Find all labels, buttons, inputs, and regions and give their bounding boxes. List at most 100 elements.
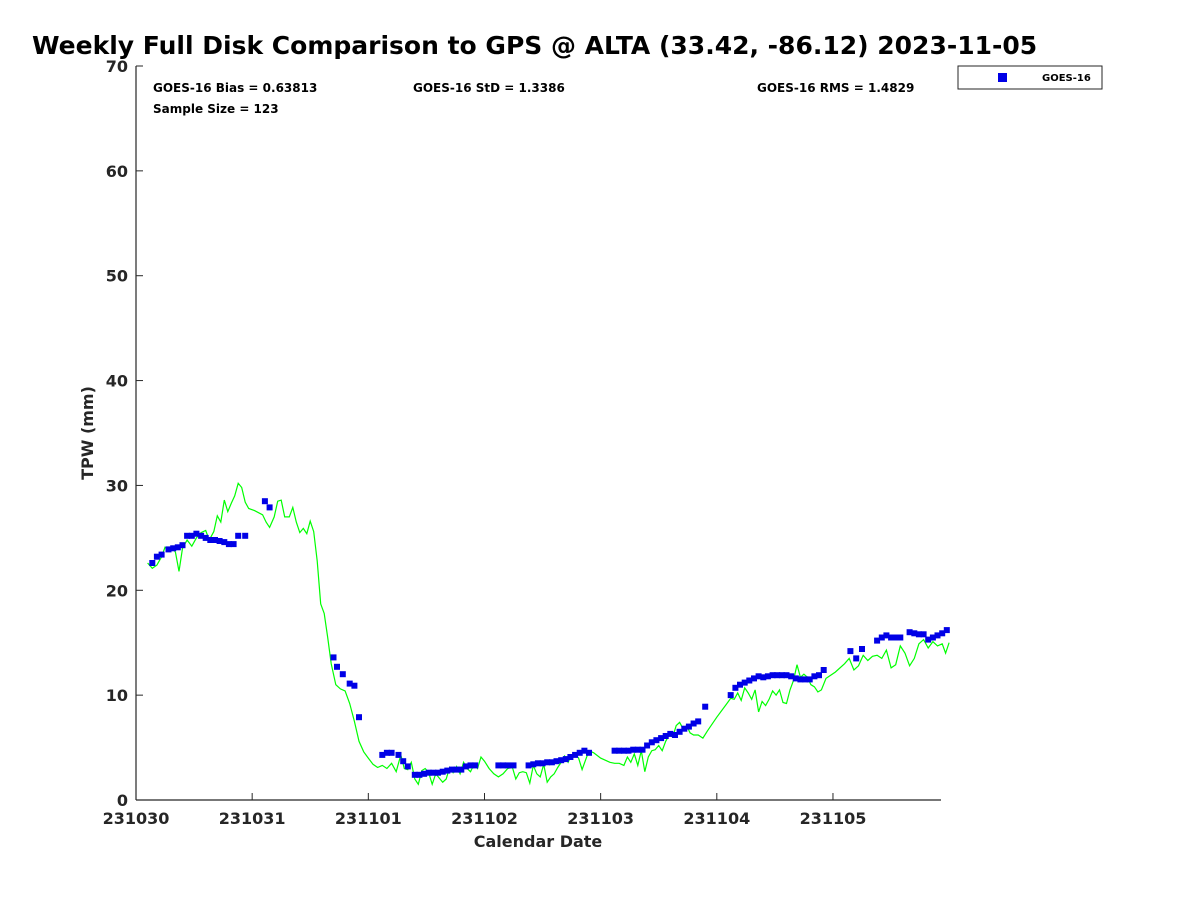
goes16-point [198,532,205,539]
goes16-point [539,760,546,767]
goes16-point [356,714,362,721]
goes16-point [676,728,683,735]
x-axis-ticks: 231030 231031 231101 231102 231103 231104 2311… [103,793,866,828]
y-tick-label: 50 [106,267,128,286]
gps-line-layer [147,482,950,787]
goes16-point [616,747,623,754]
goes16-point [788,673,795,680]
goes16-point [346,680,353,687]
goes16-point [416,771,423,778]
goes16-point [911,630,918,637]
goes16-point [653,737,660,744]
goes16-point [820,667,827,673]
goes16-point [751,675,757,682]
goes16-point [383,749,390,756]
goes16-point [230,541,237,548]
goes16-point [388,749,395,756]
goes16-point [525,762,532,769]
goes16-point [906,629,913,636]
x-tick-label: 231030 [103,809,170,828]
goes16-point [883,632,890,639]
goes16-point [188,532,195,539]
goes16-point [467,762,474,769]
goes16-point [811,673,818,680]
goes16-point [934,632,941,639]
y-axis-ticks: 0 10 20 30 40 50 60 70 [106,57,143,810]
goes16-point [453,766,460,773]
goes16-point [165,546,172,553]
goes16-point [802,676,809,683]
goes16-point [221,539,228,546]
goes16-point [915,631,922,638]
y-tick-label: 30 [106,476,128,495]
goes16-point [153,553,160,560]
goes16-point [395,751,402,758]
goes16-point [741,679,748,686]
goes16-point [727,692,734,699]
goes16-point [225,541,232,548]
goes16-point [702,703,709,710]
x-tick-label: 231102 [451,809,518,828]
goes16-point [170,545,177,552]
goes16-point [648,739,655,746]
x-tick-label: 231104 [683,809,750,828]
goes16-point [888,634,895,641]
goes16-point [421,770,428,777]
chart-title: Weekly Full Disk Comparison to GPS @ ALT… [32,31,1037,60]
goes16-point [558,757,565,764]
goes16-point [212,537,218,543]
goes16-point [755,673,762,680]
goes16-point [764,673,771,680]
goes16-point [662,733,669,739]
goes-points-layer [149,498,950,778]
goes16-point [939,630,946,637]
goes16-point [202,534,209,541]
goes16-point [351,682,358,689]
goes16-point [572,751,579,758]
goes16-point [667,730,674,737]
goes16-point [920,631,927,638]
goes16-point [567,754,574,760]
goes16-point [184,532,191,539]
goes16-point [690,720,697,727]
goes16-point [874,637,881,644]
goes16-point [630,746,637,753]
goes16-point [695,718,702,725]
goes16-point [658,735,665,742]
goes16-point [685,723,692,730]
goes16-point [334,663,340,670]
goes16-point [504,762,511,769]
stat-sample-size: Sample Size = 123 [153,102,279,116]
goes16-point [444,767,451,774]
goes16-point [620,747,627,754]
goes16-point [634,746,641,753]
goes16-point [404,763,411,770]
stat-std: GOES-16 StD = 1.3386 [413,81,565,95]
goes16-point [242,532,249,539]
goes16-point [576,749,583,756]
goes16-point [400,758,407,765]
goes16-point [472,762,479,769]
goes16-point [439,768,446,775]
goes16-point [769,672,776,679]
goes16-point [207,537,214,543]
goes16-point [500,762,507,769]
goes16-point [435,769,441,776]
goes16-point [174,544,181,551]
x-tick-label: 231101 [335,809,402,828]
goes16-point [586,749,592,756]
goes16-point [892,634,899,641]
goes16-point [639,746,646,753]
goes16-point [425,769,432,776]
y-tick-label: 10 [106,686,128,705]
x-tick-label: 231103 [567,809,634,828]
goes16-point [878,634,885,641]
stat-rms: GOES-16 RMS = 1.4829 [757,81,914,95]
goes16-point [149,560,156,566]
goes16-point [266,504,273,511]
goes16-point [193,530,200,537]
goes16-point [216,538,223,544]
y-tick-label: 70 [106,57,128,76]
